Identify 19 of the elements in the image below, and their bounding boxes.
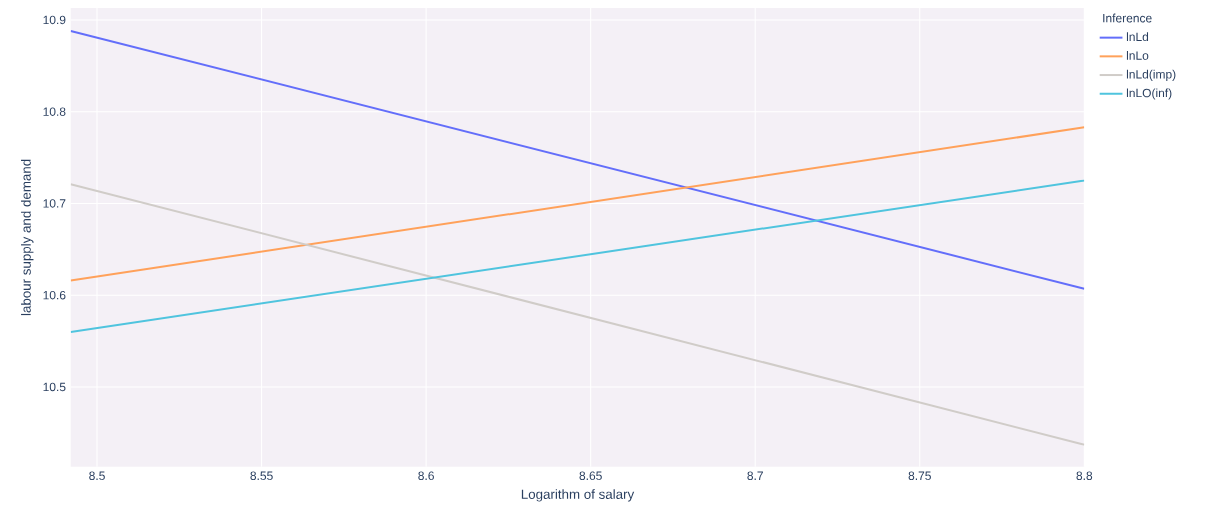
legend-label: lnLd [1126,32,1149,41]
y-tick-label: 10.6 [43,290,66,300]
y-tick-label: 10.8 [43,107,66,116]
x-tick-label: 8.8 [1076,471,1093,480]
x-tick-label: 8.65 [579,471,602,480]
x-axis-title: Logarithm of salary [521,488,635,502]
x-tick-label: 8.5 [89,471,105,480]
legend-label: lnLO(inf) [1126,88,1172,100]
y-tick-label: 10.5 [43,382,66,391]
x-tick-label: 8.55 [250,471,273,480]
legend-title: Inference [1103,13,1152,23]
y-tick-label: 10.9 [43,15,66,24]
legend-label: lnLo [1126,50,1149,60]
y-axis-title: labour supply and demand [21,159,34,315]
legend-label: lnLd(imp) [1126,69,1176,81]
x-tick-label: 8.7 [747,471,763,480]
y-tick-label: 10.7 [43,198,66,208]
x-tick-label: 8.75 [908,471,931,480]
x-tick-label: 8.6 [418,471,434,480]
